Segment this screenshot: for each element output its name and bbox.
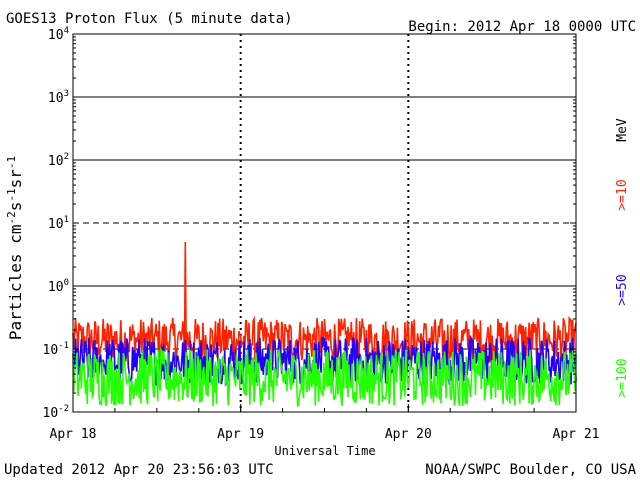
updated-timestamp: Updated 2012 Apr 20 23:56:03 UTC (4, 462, 274, 478)
x-tick-label-0: Apr 18 (50, 427, 97, 442)
series-line-0 (72, 241, 577, 364)
y-tick-base-6: 10 (43, 406, 59, 421)
legend: >=10 >=50 >=100 (615, 179, 630, 397)
y-tick-base-3: 10 (48, 217, 64, 232)
y-tick-exp-5: -1 (58, 341, 69, 351)
series-lines (72, 241, 577, 408)
y-tick-base-1: 10 (48, 91, 64, 106)
legend-unit: MeV (615, 118, 630, 142)
y-tick-base-2: 10 (48, 154, 64, 169)
legend-series-0: >=10 (615, 179, 630, 210)
source-credit: NOAA/SWPC Boulder, CO USA (425, 462, 636, 478)
y-tick-exp-1: 3 (64, 89, 69, 99)
y-tick-exp-6: -2 (58, 404, 69, 414)
ylabel-mid2: sr (6, 169, 25, 189)
legend-series-1: >=50 (615, 274, 630, 305)
ylabel-sup1: -2 (5, 211, 18, 224)
y-axis-label: Particles cm-2s-1sr-1 (5, 156, 25, 340)
y-tick-label-3: 101 (48, 215, 69, 232)
y-tick-label-5: 10-1 (43, 341, 70, 358)
y-tick-exp-2: 2 (64, 152, 69, 162)
chart-title: GOES13 Proton Flux (5 minute data) (6, 11, 293, 27)
ylabel-base: Particles cm (6, 225, 25, 341)
ylabel-sup2: -1 (5, 188, 18, 201)
x-tick-label-1: Apr 19 (217, 427, 264, 442)
ylabel-mid1: s (6, 202, 25, 212)
y-tick-exp-0: 4 (64, 26, 69, 36)
y-tick-label-4: 100 (48, 278, 69, 295)
begin-time-label: Begin: 2012 Apr 18 0000 UTC (408, 19, 636, 35)
x-axis-ticks: Apr 18 Apr 19 Apr 20 Apr 21 (50, 404, 600, 442)
y-tick-label-0: 104 (48, 26, 69, 43)
ylabel-sup3: -1 (5, 156, 18, 169)
x-axis-label: Universal Time (274, 444, 375, 458)
series-line-2 (72, 346, 577, 408)
y-tick-base-0: 10 (48, 28, 64, 43)
legend-series-2: >=100 (615, 358, 630, 397)
y-tick-exp-3: 1 (64, 215, 69, 225)
x-tick-label-2: Apr 20 (385, 427, 432, 442)
y-tick-label-6: 10-2 (43, 404, 70, 421)
y-tick-label-2: 102 (48, 152, 69, 169)
y-tick-base-4: 10 (48, 280, 64, 295)
y-tick-label-1: 103 (48, 89, 69, 106)
y-tick-exp-4: 0 (64, 278, 69, 288)
x-tick-label-3: Apr 21 (553, 427, 600, 442)
y-tick-base-5: 10 (43, 343, 59, 358)
